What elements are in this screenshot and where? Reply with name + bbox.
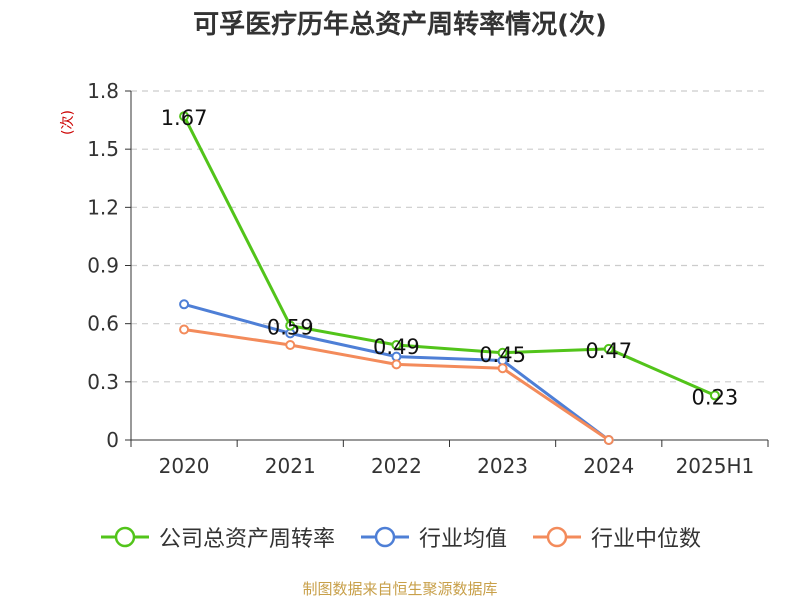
source-note: 制图数据来自恒生聚源数据库 bbox=[302, 580, 498, 598]
data-label: 1.67 bbox=[161, 106, 208, 130]
chart-title: 可孚医疗历年总资产周转率情况(次) bbox=[193, 10, 607, 40]
data-point bbox=[497, 347, 508, 358]
y-axis-label: (次) bbox=[60, 110, 76, 135]
data-point bbox=[497, 363, 508, 374]
legend-swatch-marker bbox=[374, 526, 396, 548]
legend-swatch bbox=[100, 526, 149, 548]
legend-label: 公司总资产周转率 bbox=[158, 527, 335, 552]
y-tick-label: 1.2 bbox=[87, 195, 119, 219]
legend-swatch-marker bbox=[114, 526, 136, 548]
legend-item[interactable]: 行业中位数 bbox=[531, 521, 701, 553]
y-tick-label: 0.6 bbox=[87, 312, 119, 336]
x-tick-label: 2021 bbox=[265, 454, 316, 478]
legend: 公司总资产周转率 行业均值 行业中位数 bbox=[0, 520, 800, 554]
legend-swatch-marker bbox=[546, 526, 568, 548]
data-point bbox=[391, 359, 402, 370]
axes: 0 0.3 0.6 0.9 1.2 1.5 1.8 2020 2021 2022 2023 2024 2… bbox=[60, 79, 769, 478]
data-point bbox=[603, 343, 614, 354]
y-tick-label: 1.5 bbox=[87, 137, 119, 161]
data-label: 0.59 bbox=[267, 316, 314, 340]
legend-label: 行业均值 bbox=[418, 527, 507, 552]
data-label: 0.45 bbox=[479, 343, 526, 367]
grid-lines bbox=[131, 90, 768, 383]
series-line bbox=[182, 115, 716, 397]
x-tick-label: 2023 bbox=[477, 454, 528, 478]
data-point bbox=[285, 320, 296, 331]
data-point bbox=[179, 111, 190, 122]
series-lines bbox=[179, 111, 720, 445]
data-point bbox=[285, 339, 296, 350]
y-tick-label: 0.9 bbox=[87, 254, 119, 278]
data-point bbox=[391, 339, 402, 350]
y-tick-label: 0.3 bbox=[87, 370, 119, 394]
x-tick-label: 2024 bbox=[583, 454, 634, 478]
data-labels: 1.67 0.59 0.49 0.45 0.47 0.23 bbox=[161, 106, 739, 409]
legend-swatch bbox=[360, 526, 409, 548]
legend-item[interactable]: 公司总资产周转率 bbox=[99, 521, 335, 553]
legend-item[interactable]: 行业均值 bbox=[359, 521, 507, 553]
legend-swatch bbox=[533, 526, 581, 548]
data-point bbox=[179, 324, 190, 335]
data-point bbox=[179, 299, 190, 310]
series-line bbox=[183, 302, 610, 442]
data-label: 0.23 bbox=[692, 385, 739, 409]
x-tick-label: 2020 bbox=[159, 454, 210, 478]
y-tick-label: 1.8 bbox=[87, 79, 119, 103]
x-tick-label: 2022 bbox=[371, 454, 422, 478]
data-point bbox=[709, 390, 720, 401]
data-label: 0.49 bbox=[373, 335, 420, 359]
legend-label: 行业中位数 bbox=[591, 527, 702, 552]
x-tick-label: 2025H1 bbox=[676, 454, 755, 478]
data-label: 0.47 bbox=[585, 339, 632, 363]
data-point bbox=[603, 435, 614, 445]
y-tick-label: 0 bbox=[106, 428, 119, 452]
